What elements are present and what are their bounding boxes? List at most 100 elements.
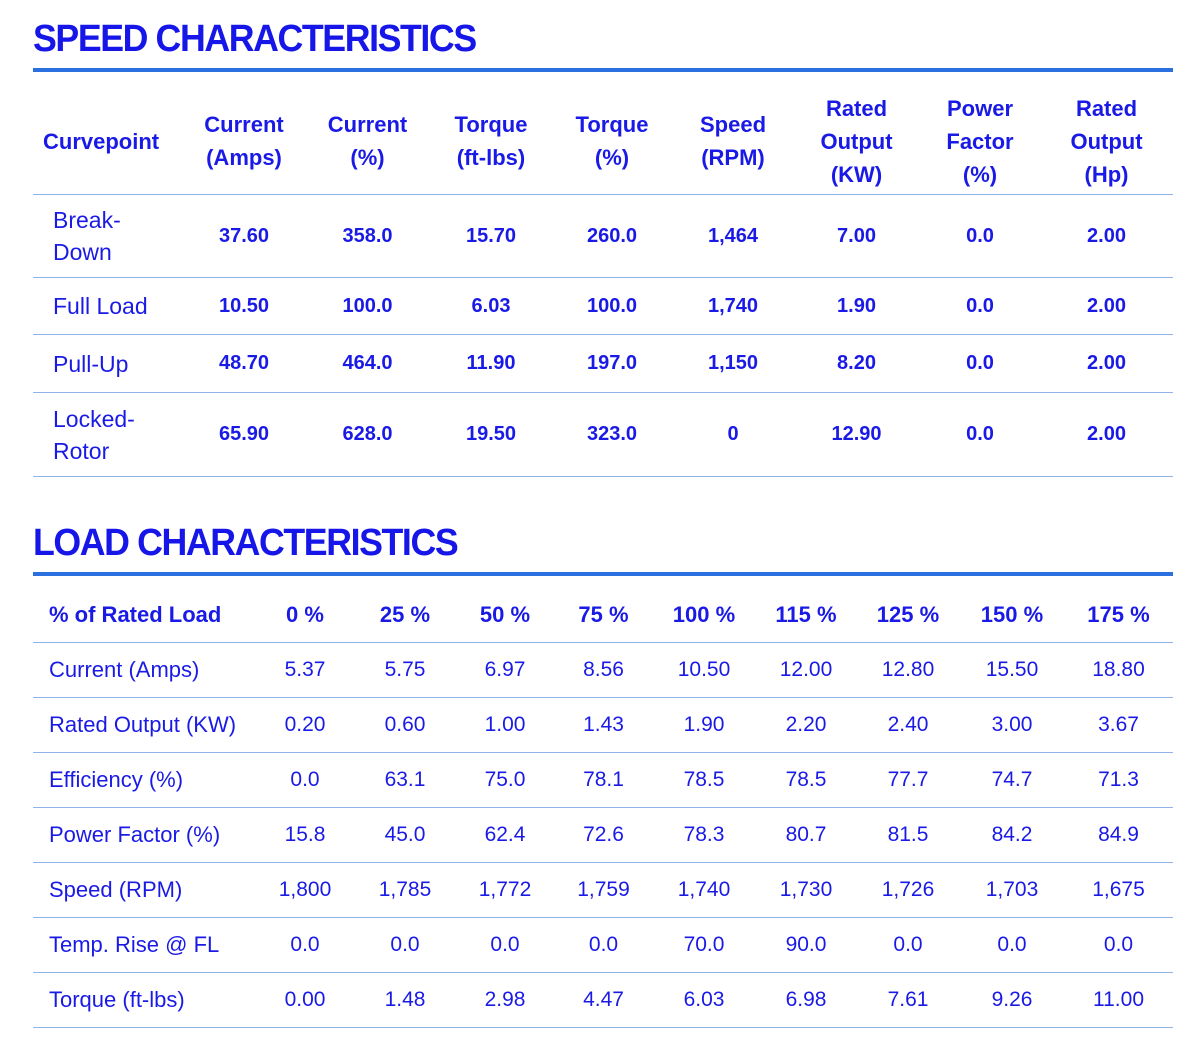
load-characteristics-title: LOAD CHARACTERISTICS	[33, 522, 459, 564]
cell: 4.47	[555, 972, 652, 1028]
cell: 0.0	[920, 334, 1040, 393]
cell: 8.56	[555, 642, 652, 698]
cell: 358.0	[304, 194, 431, 278]
speed-row-pull-up: Pull-Up 48.70 464.0 11.90 197.0 1,150 8.…	[33, 334, 1173, 393]
row-label: Full Load	[33, 277, 184, 335]
cell: 1,730	[756, 862, 856, 918]
cell: 0.0	[1064, 917, 1173, 973]
cell: 2.40	[856, 697, 960, 753]
load-row-efficiency: Efficiency (%) 0.0 63.1 75.0 78.1 78.5 7…	[33, 752, 1173, 808]
cell: 0	[673, 392, 793, 477]
speed-characteristics-table: Curvepoint Current (Amps) Current (%) Torq…	[33, 88, 1173, 477]
cell: 2.20	[756, 697, 856, 753]
cell: 2.98	[455, 972, 555, 1028]
cell: 10.50	[652, 642, 756, 698]
row-label: Rated Output (KW)	[33, 697, 255, 753]
cell: 1,772	[455, 862, 555, 918]
cell: 0.0	[920, 277, 1040, 335]
load-row-current: Current (Amps) 5.37 5.75 6.97 8.56 10.50…	[33, 642, 1173, 698]
cell: 63.1	[355, 752, 455, 808]
speed-col-header: Rated Output (KW)	[793, 88, 920, 195]
load-col-header: 25 %	[355, 588, 455, 643]
cell: 70.0	[652, 917, 756, 973]
cell: 9.26	[960, 972, 1064, 1028]
cell: 78.5	[652, 752, 756, 808]
cell: 0.0	[856, 917, 960, 973]
cell: 15.8	[255, 807, 355, 863]
load-col-header: % of Rated Load	[33, 588, 255, 643]
cell: 78.3	[652, 807, 756, 863]
cell: 100.0	[551, 277, 673, 335]
speed-characteristics-title: SPEED CHARACTERISTICS	[33, 18, 477, 60]
cell: 0.0	[255, 917, 355, 973]
load-row-power-factor: Power Factor (%) 15.8 45.0 62.4 72.6 78.…	[33, 807, 1173, 863]
speed-col-header: Torque (ft-lbs)	[431, 88, 551, 195]
cell: 2.00	[1040, 334, 1173, 393]
load-col-header: 125 %	[856, 588, 960, 643]
row-label: Locked- Rotor	[33, 392, 184, 477]
cell: 0.0	[255, 752, 355, 808]
cell: 0.60	[355, 697, 455, 753]
cell: 0.0	[455, 917, 555, 973]
cell: 0.0	[355, 917, 455, 973]
cell: 84.2	[960, 807, 1064, 863]
row-label: Current (Amps)	[33, 642, 255, 698]
speed-col-header: Speed (RPM)	[673, 88, 793, 195]
cell: 3.00	[960, 697, 1064, 753]
cell: 1.90	[793, 277, 920, 335]
cell: 1,675	[1064, 862, 1173, 918]
speed-col-header: Power Factor (%)	[920, 88, 1040, 195]
cell: 5.75	[355, 642, 455, 698]
cell: 464.0	[304, 334, 431, 393]
load-col-header: 50 %	[455, 588, 555, 643]
cell: 6.97	[455, 642, 555, 698]
speed-row-break-down: Break- Down 37.60 358.0 15.70 260.0 1,464…	[33, 194, 1173, 278]
speed-col-header: Rated Output (Hp)	[1040, 88, 1173, 195]
cell: 18.80	[1064, 642, 1173, 698]
cell: 260.0	[551, 194, 673, 278]
cell: 12.80	[856, 642, 960, 698]
row-label: Torque (ft-lbs)	[33, 972, 255, 1028]
cell: 37.60	[184, 194, 304, 278]
cell: 197.0	[551, 334, 673, 393]
cell: 78.1	[555, 752, 652, 808]
row-label: Pull-Up	[33, 334, 184, 393]
cell: 2.00	[1040, 194, 1173, 278]
cell: 72.6	[555, 807, 652, 863]
cell: 0.00	[255, 972, 355, 1028]
cell: 11.90	[431, 334, 551, 393]
cell: 100.0	[304, 277, 431, 335]
cell: 1,800	[255, 862, 355, 918]
load-col-header: 150 %	[960, 588, 1064, 643]
cell: 1,464	[673, 194, 793, 278]
cell: 15.50	[960, 642, 1064, 698]
cell: 1,150	[673, 334, 793, 393]
cell: 65.90	[184, 392, 304, 477]
row-label: Efficiency (%)	[33, 752, 255, 808]
cell: 1,703	[960, 862, 1064, 918]
cell: 5.37	[255, 642, 355, 698]
row-label: Speed (RPM)	[33, 862, 255, 918]
cell: 77.7	[856, 752, 960, 808]
cell: 1,740	[652, 862, 756, 918]
cell: 10.50	[184, 277, 304, 335]
cell: 1.43	[555, 697, 652, 753]
load-col-header: 75 %	[555, 588, 652, 643]
cell: 12.90	[793, 392, 920, 477]
speed-header-row: Curvepoint Current (Amps) Current (%) Torq…	[33, 88, 1173, 195]
cell: 8.20	[793, 334, 920, 393]
row-label: Temp. Rise @ FL	[33, 917, 255, 973]
speed-row-full-load: Full Load 10.50 100.0 6.03 100.0 1,740 1…	[33, 277, 1173, 335]
cell: 45.0	[355, 807, 455, 863]
row-label: Power Factor (%)	[33, 807, 255, 863]
load-row-speed: Speed (RPM) 1,800 1,785 1,772 1,759 1,74…	[33, 862, 1173, 918]
cell: 628.0	[304, 392, 431, 477]
cell: 90.0	[756, 917, 856, 973]
cell: 1,759	[555, 862, 652, 918]
cell: 2.00	[1040, 392, 1173, 477]
speed-col-header: Torque (%)	[551, 88, 673, 195]
cell: 323.0	[551, 392, 673, 477]
cell: 3.67	[1064, 697, 1173, 753]
cell: 15.70	[431, 194, 551, 278]
load-row-temp-rise: Temp. Rise @ FL 0.0 0.0 0.0 0.0 70.0 90.…	[33, 917, 1173, 973]
